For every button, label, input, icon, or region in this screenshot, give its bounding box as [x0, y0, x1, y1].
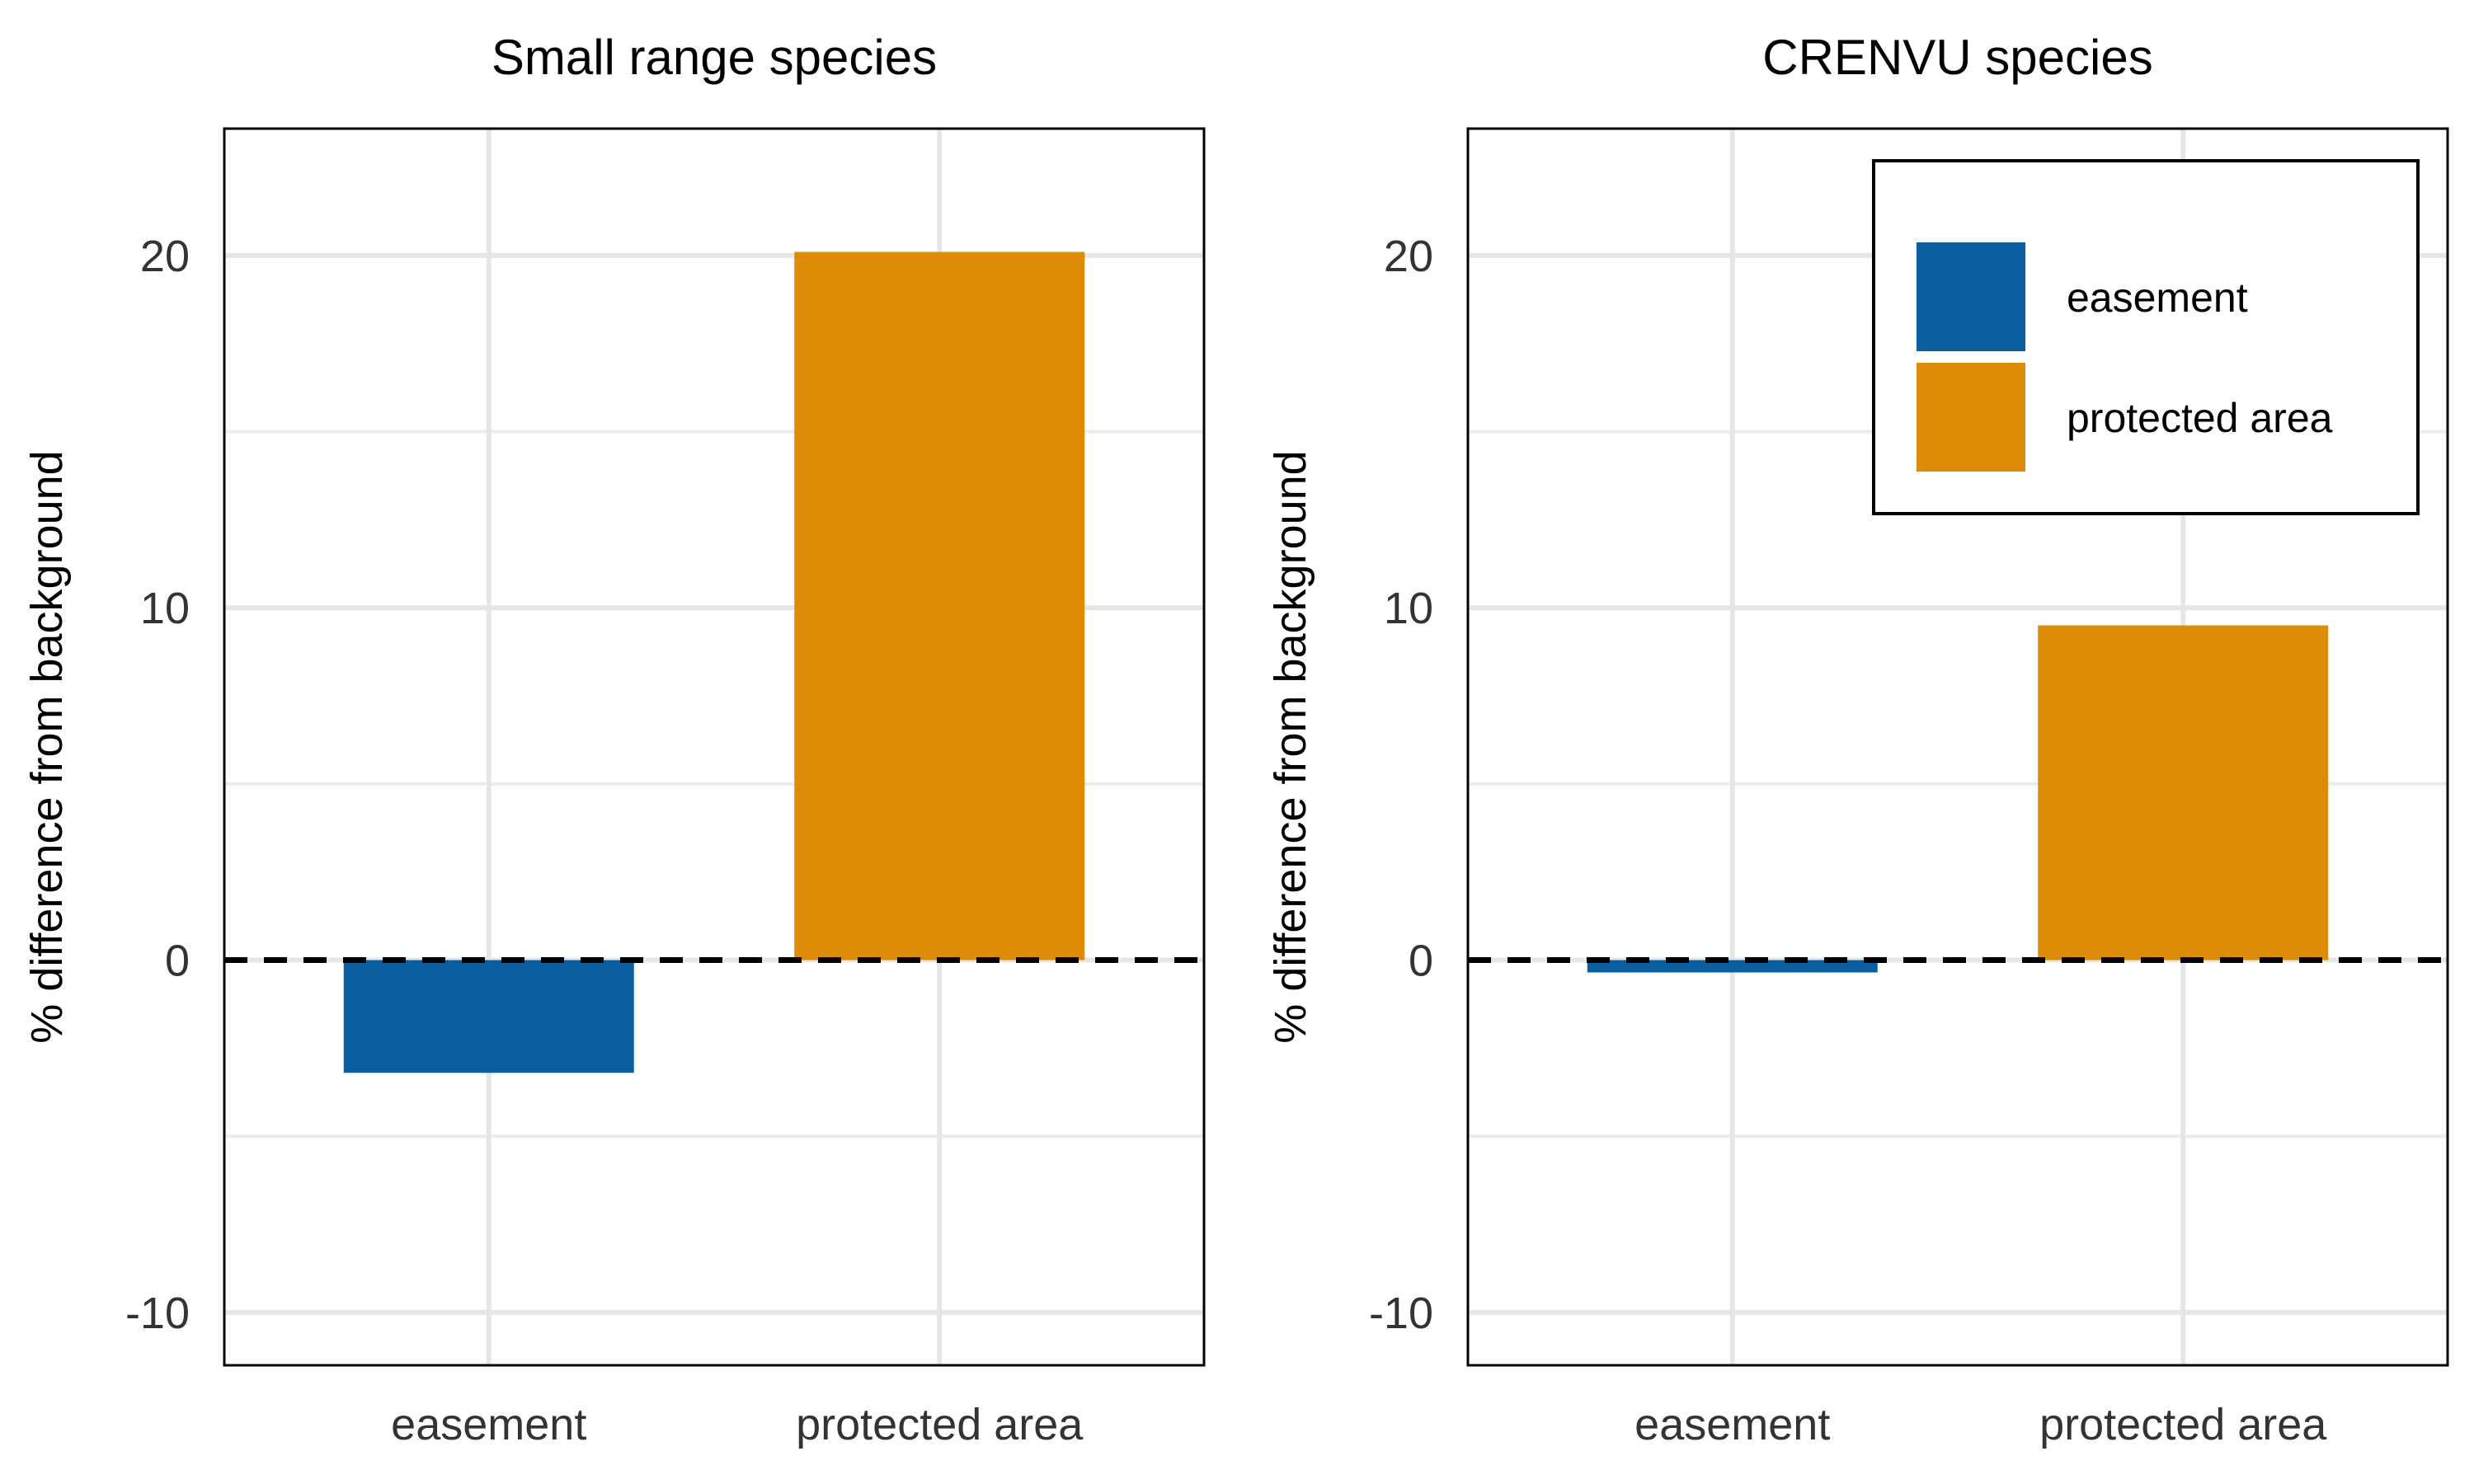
y-axis-title: % difference from background	[22, 450, 72, 1043]
y-tick-label: 10	[140, 584, 190, 633]
panel-frame	[223, 127, 1206, 1367]
y-tick-label: -10	[1369, 1289, 1433, 1338]
legend-swatch-easement	[1917, 242, 2025, 351]
x-tick-label: easement	[1634, 1400, 1830, 1449]
bar-protected-area	[2038, 625, 2329, 960]
legend-swatch-protected-area	[1917, 363, 2025, 472]
legend-label: easement	[2067, 275, 2248, 321]
y-tick-label: 20	[140, 232, 190, 281]
y-tick-label: 0	[1409, 937, 1433, 986]
bar-protected-area	[794, 251, 1085, 960]
y-tick-label: 10	[1384, 584, 1433, 633]
legend-label: protected area	[2067, 395, 2333, 441]
panel-frame	[1466, 127, 2449, 1367]
legend: easement protected area	[1872, 159, 2420, 515]
panel-title: Small range species	[492, 30, 937, 85]
y-axis-title: % difference from background	[1266, 450, 1315, 1043]
bar-easement	[1587, 960, 1878, 973]
panel-title: CRENVU species	[1762, 30, 2152, 85]
x-tick-label: protected area	[2039, 1400, 2327, 1449]
bar-easement	[343, 960, 634, 1073]
x-tick-label: protected area	[796, 1400, 1084, 1449]
y-tick-label: 20	[1384, 232, 1433, 281]
y-tick-label: 0	[165, 937, 190, 986]
y-tick-label: -10	[125, 1289, 190, 1338]
panel-small-range: -10 0 10 20 easement protected area Small rang…	[22, 30, 1206, 1449]
x-tick-label: easement	[391, 1400, 586, 1449]
